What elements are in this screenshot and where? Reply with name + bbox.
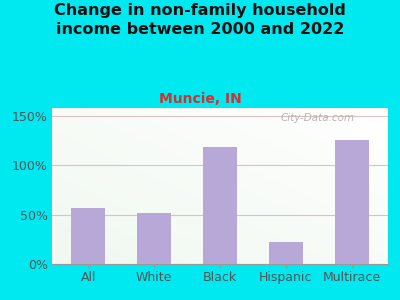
Bar	[71, 208, 105, 264]
Text: Change in non-family household
income between 2000 and 2022: Change in non-family household income be…	[54, 3, 346, 37]
Text: Muncie, IN: Muncie, IN	[159, 92, 241, 106]
Bar	[269, 242, 303, 264]
Bar	[203, 146, 237, 264]
Bar	[335, 140, 369, 264]
Text: City-Data.com: City-Data.com	[280, 113, 355, 123]
Bar	[137, 213, 171, 264]
